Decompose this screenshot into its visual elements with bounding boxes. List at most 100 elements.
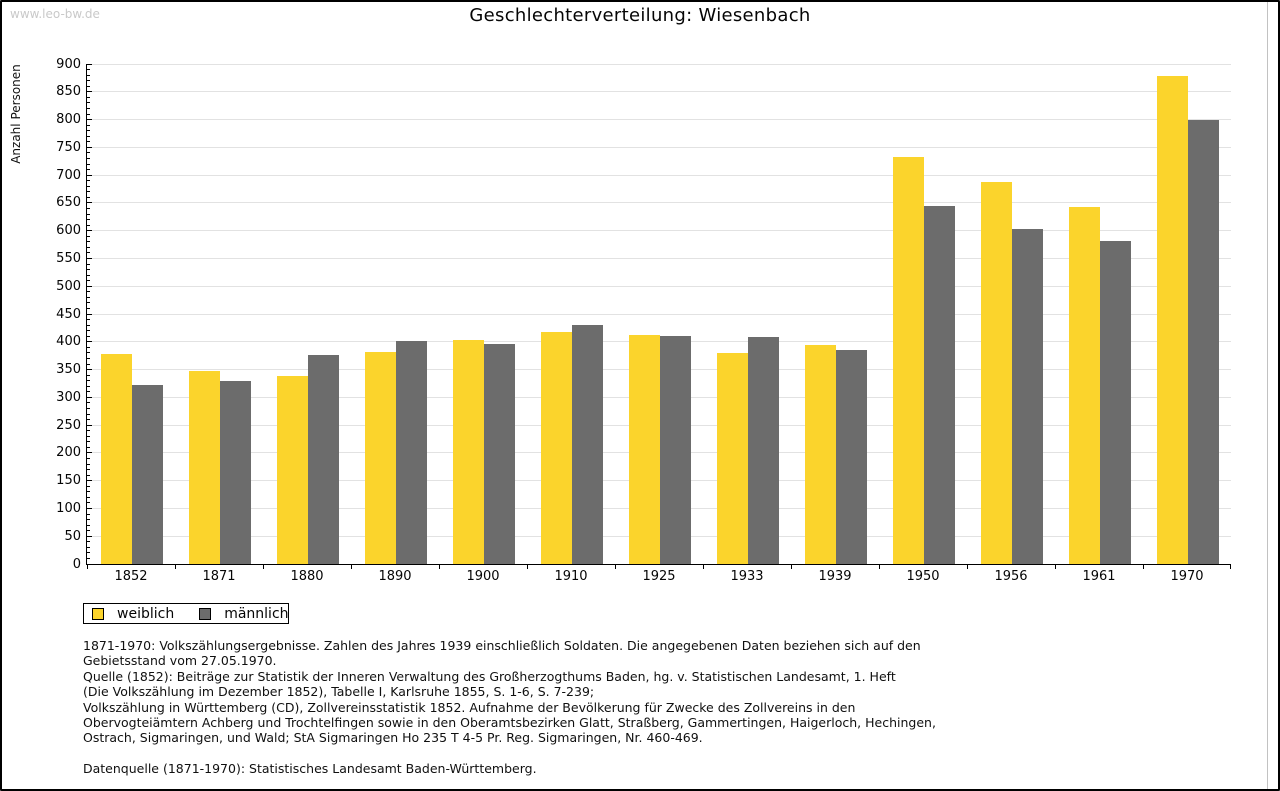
- bar-männlich-1880: [308, 354, 339, 564]
- y-tick-600: [87, 230, 92, 232]
- x-category-label-1950: 1950: [906, 569, 940, 584]
- y-tick-label-250: 250: [56, 417, 81, 433]
- y-tick-790: [87, 124, 90, 126]
- y-tick-660: [87, 196, 90, 198]
- y-tick-580: [87, 241, 90, 243]
- bar-männlich-1890: [396, 341, 427, 564]
- footnote-line-4: (Die Volkszählung im Dezember 1852), Tab…: [83, 684, 595, 700]
- frame-shadow-line: [1267, 2, 1268, 789]
- y-tick-540: [87, 263, 90, 265]
- y-tick-310: [87, 391, 90, 393]
- y-tick-650: [87, 202, 92, 204]
- y-tick-180: [87, 463, 90, 465]
- footnote-line-8: [83, 746, 1183, 761]
- x-tick-3: [351, 565, 352, 569]
- y-tick-640: [87, 207, 90, 209]
- bar-group-1939: [791, 64, 879, 564]
- y-tick-420: [87, 330, 90, 332]
- y-axis-title: Anzahl Personen: [9, 64, 23, 164]
- y-tick-900: [87, 63, 92, 65]
- bar-weiblich-1900: [453, 340, 484, 564]
- y-tick-label-700: 700: [56, 167, 81, 183]
- y-tick-490: [87, 291, 90, 293]
- y-tick-280: [87, 407, 90, 409]
- bar-männlich-1852: [132, 384, 163, 564]
- y-tick-label-550: 550: [56, 250, 81, 266]
- legend: weiblich männlich: [83, 603, 289, 624]
- y-tick-820: [87, 107, 90, 109]
- legend-label-maennlich: männlich: [224, 605, 289, 622]
- bar-group-1950: [879, 64, 967, 564]
- x-tick-8: [791, 565, 792, 569]
- bar-group-1961: [1055, 64, 1143, 564]
- y-tick-label-900: 900: [56, 56, 81, 72]
- footnote-line-1: 1871-1970: Volkszählungsergebnisse. Zahl…: [83, 638, 921, 653]
- y-tick-300: [87, 396, 92, 398]
- y-tick-label-200: 200: [56, 445, 81, 461]
- y-tick-570: [87, 246, 90, 248]
- y-tick-890: [87, 69, 90, 71]
- y-tick-770: [87, 135, 90, 137]
- bar-group-1925: [615, 64, 703, 564]
- legend-label-weiblich: weiblich: [117, 605, 175, 622]
- y-tick-320: [87, 385, 90, 387]
- y-tick-190: [87, 457, 90, 459]
- y-tick-150: [87, 480, 92, 482]
- y-tick-550: [87, 257, 92, 259]
- bar-group-1910: [527, 64, 615, 564]
- bar-weiblich-1956: [981, 182, 1012, 564]
- y-tick-290: [87, 402, 90, 404]
- bar-männlich-1961: [1100, 241, 1131, 564]
- bar-weiblich-1871: [189, 370, 220, 564]
- bar-männlich-1900: [484, 344, 515, 564]
- y-tick-720: [87, 163, 90, 165]
- x-category-label-1956: 1956: [994, 569, 1028, 584]
- y-tick-670: [87, 191, 90, 193]
- y-tick-label-150: 150: [56, 473, 81, 489]
- y-tick-160: [87, 474, 90, 476]
- y-tick-510: [87, 280, 90, 282]
- y-tick-360: [87, 363, 90, 365]
- bar-weiblich-1880: [277, 375, 308, 564]
- bar-group-1852: [87, 64, 175, 564]
- bar-männlich-1910: [572, 325, 603, 564]
- y-tick-70: [87, 524, 90, 526]
- bar-group-1970: [1143, 64, 1231, 564]
- footnotes: 1871-1970: Volkszählungsergebnisse. Zahl…: [83, 638, 1183, 777]
- plot-area: 0 50 100 150 200 250 300 350 400 450 500 550 600 650 7…: [56, 57, 1231, 584]
- y-tick-800: [87, 119, 92, 121]
- y-tick-330: [87, 380, 90, 382]
- x-category-label-1900: 1900: [466, 569, 500, 584]
- bar-group-1871: [175, 64, 263, 564]
- x-tick-11: [1055, 565, 1056, 569]
- x-category-label-1970: 1970: [1170, 569, 1204, 584]
- x-category-label-1910: 1910: [554, 569, 588, 584]
- y-tick-620: [87, 219, 90, 221]
- x-tick-12: [1143, 565, 1144, 569]
- y-tick-590: [87, 235, 90, 237]
- y-tick-170: [87, 469, 90, 471]
- y-tick-90: [87, 513, 90, 515]
- bar-männlich-1950: [924, 205, 955, 564]
- bar-weiblich-1890: [365, 352, 396, 564]
- y-tick-840: [87, 96, 90, 98]
- y-tick-label-500: 500: [56, 278, 81, 294]
- y-tick-210: [87, 446, 90, 448]
- footnote-line-6: Obervogteiämtern Achberg und Trochtelfin…: [83, 715, 936, 731]
- y-tick-370: [87, 357, 90, 359]
- y-tick-label-300: 300: [56, 389, 81, 405]
- y-tick-label-50: 50: [64, 528, 81, 544]
- y-tick-410: [87, 335, 90, 337]
- y-tick-340: [87, 374, 90, 376]
- gridline-800: [87, 119, 1231, 121]
- y-tick-400: [87, 341, 92, 343]
- bar-group-1933: [703, 64, 791, 564]
- bar-männlich-1970: [1188, 119, 1219, 564]
- x-category-label-1933: 1933: [730, 569, 764, 584]
- y-tick-610: [87, 224, 90, 226]
- y-tick-440: [87, 319, 90, 321]
- y-tick-350: [87, 369, 92, 371]
- gridline-650: [87, 202, 1231, 204]
- bar-group-1956: [967, 64, 1055, 564]
